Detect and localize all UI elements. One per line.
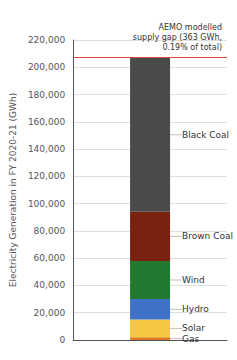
svg-text:20,000: 20,000: [34, 308, 66, 318]
svg-text:0.19% of total): 0.19% of total): [162, 43, 222, 52]
svg-text:220,000: 220,000: [28, 35, 65, 45]
svg-text:0: 0: [59, 335, 65, 345]
svg-text:Gas: Gas: [182, 334, 199, 344]
svg-text:Brown Coal: Brown Coal: [182, 231, 233, 241]
svg-text:AEMO modelled: AEMO modelled: [159, 23, 222, 32]
svg-text:200,000: 200,000: [28, 62, 65, 72]
svg-text:Wind: Wind: [182, 275, 205, 285]
svg-text:160,000: 160,000: [28, 117, 65, 127]
svg-text:Hydro: Hydro: [182, 304, 209, 314]
svg-text:80,000: 80,000: [34, 226, 66, 236]
svg-text:supply gap (363 GWh,: supply gap (363 GWh,: [133, 33, 222, 42]
svg-text:Black Coal: Black Coal: [182, 130, 229, 140]
svg-text:120,000: 120,000: [28, 171, 65, 181]
svg-text:60,000: 60,000: [34, 253, 66, 263]
svg-text:Electricity Generation in FY 2: Electricity Generation in FY 2020-21 (GW…: [8, 93, 18, 287]
svg-text:100,000: 100,000: [28, 199, 65, 209]
svg-text:180,000: 180,000: [28, 90, 65, 100]
svg-text:Solar: Solar: [182, 323, 205, 333]
svg-text:140,000: 140,000: [28, 144, 65, 154]
svg-text:40,000: 40,000: [34, 280, 66, 290]
